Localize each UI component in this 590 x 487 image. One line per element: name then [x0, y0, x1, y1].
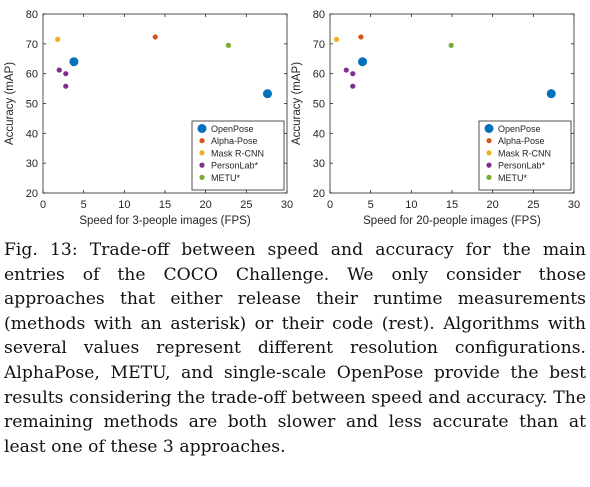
legend-label: PersonLab* — [211, 161, 259, 171]
y-tick-label: 70 — [313, 39, 325, 51]
x-tick-label: 20 — [200, 199, 212, 211]
data-point — [55, 36, 61, 42]
data-point — [63, 71, 69, 77]
data-point — [69, 57, 79, 67]
legend-marker — [199, 162, 205, 168]
chart-panel-fps-3-people: 0 5 10 15 20 25 30 20 30 40 50 60 70 80 Speed for 3-pe… — [4, 9, 293, 227]
data-point — [56, 67, 62, 73]
x-tick-label: 5 — [368, 199, 374, 211]
legend-marker — [486, 150, 492, 156]
x-tick-label: 30 — [568, 199, 580, 211]
x-axis-label: Speed for 3-people images (FPS) — [79, 215, 250, 227]
legend-marker — [197, 124, 207, 133]
legend-marker — [199, 174, 205, 180]
legend-label: Mask R-CNN — [211, 148, 264, 158]
x-tick-label: 0 — [40, 199, 46, 211]
x-tick-label: 10 — [118, 199, 130, 211]
y-axis-label: Accuracy (mAP) — [4, 62, 16, 145]
y-tick-label: 50 — [26, 99, 38, 111]
y-tick-label: 50 — [313, 99, 325, 111]
y-tick-label: 60 — [26, 69, 38, 81]
figure-caption: Fig. 13: Trade-off between speed and acc… — [4, 240, 586, 457]
legend-marker — [199, 138, 205, 144]
x-tick-label: 0 — [327, 199, 333, 211]
y-tick-label: 40 — [313, 128, 325, 140]
y-axis-label: Accuracy (mAP) — [291, 62, 303, 145]
y-tick-label: 80 — [26, 9, 38, 21]
chart-panel-fps-20-people: 0 5 10 15 20 25 30 20 30 40 50 60 70 80 Speed for 20-p… — [291, 9, 580, 227]
x-tick-label: 15 — [159, 199, 171, 211]
legend-label: PersonLab* — [498, 161, 546, 171]
data-point — [152, 34, 158, 40]
y-tick-label: 70 — [26, 39, 38, 51]
legend-box — [191, 120, 285, 191]
x-tick-label: 10 — [405, 199, 417, 211]
data-point — [350, 71, 356, 77]
x-tick-label: 5 — [81, 199, 87, 211]
x-tick-label: 15 — [446, 199, 458, 211]
legend: OpenPose Alpha-Pose Mask R-CNN PersonLab* ME… — [191, 120, 285, 191]
y-tick-label: 20 — [313, 188, 325, 200]
legend: OpenPose Alpha-Pose Mask R-CNN PersonLab* ME… — [478, 120, 572, 191]
data-point — [350, 83, 356, 89]
y-tick-label: 30 — [313, 158, 325, 170]
y-tick-label: 80 — [313, 9, 325, 21]
legend-label: OpenPose — [211, 124, 254, 134]
x-axis-label: Speed for 20-people images (FPS) — [363, 215, 541, 227]
y-tick-label: 20 — [26, 188, 38, 200]
legend-marker — [486, 162, 492, 168]
legend-label: Alpha-Pose — [211, 136, 258, 146]
legend-marker — [484, 124, 494, 133]
x-tick-label: 20 — [487, 199, 499, 211]
data-point — [358, 34, 364, 40]
x-tick-label: 30 — [281, 199, 293, 211]
legend-box — [478, 120, 572, 191]
data-point — [343, 67, 349, 73]
legend-marker — [199, 150, 205, 156]
data-point — [262, 89, 272, 99]
data-point — [333, 36, 340, 42]
data-point — [63, 83, 69, 89]
legend-label: METU* — [498, 173, 527, 183]
legend-marker — [486, 174, 492, 180]
legend-label: OpenPose — [498, 124, 541, 134]
x-tick-label: 25 — [527, 199, 539, 211]
data-point — [225, 42, 232, 48]
legend-label: Mask R-CNN — [498, 148, 551, 158]
x-tick-label: 25 — [240, 199, 252, 211]
y-tick-label: 40 — [26, 128, 38, 140]
legend-label: Alpha-Pose — [498, 136, 545, 146]
y-tick-label: 30 — [26, 158, 38, 170]
legend-marker — [486, 138, 492, 144]
data-point — [546, 89, 556, 99]
data-point — [358, 57, 368, 67]
data-point — [448, 42, 454, 48]
legend-label: METU* — [211, 173, 240, 183]
y-tick-label: 60 — [313, 69, 325, 81]
